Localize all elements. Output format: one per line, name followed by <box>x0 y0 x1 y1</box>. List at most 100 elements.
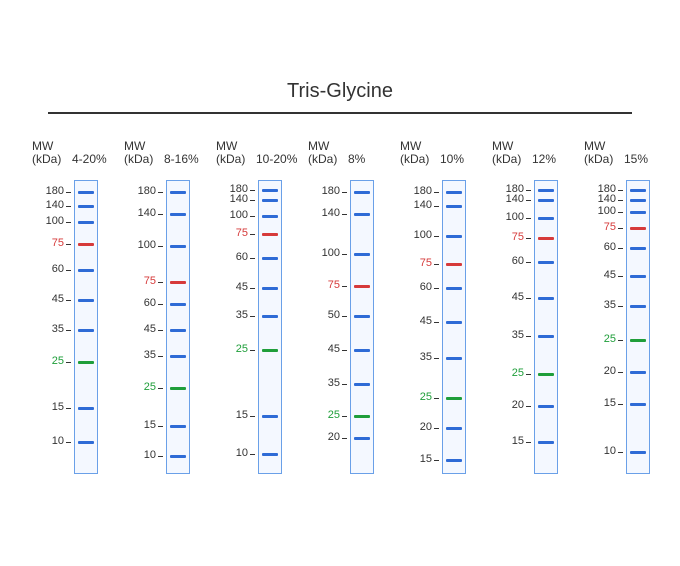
mw-tick <box>66 270 71 272</box>
mw-label: 100 <box>492 211 524 223</box>
mw-tick <box>342 214 347 216</box>
mw-tick <box>618 212 623 214</box>
protein-band <box>538 217 554 220</box>
mw-label: 60 <box>216 251 248 263</box>
protein-band <box>538 261 554 264</box>
mw-tick <box>158 388 163 390</box>
mw-label: 100 <box>584 205 616 217</box>
mw-tick <box>618 190 623 192</box>
mw-tick <box>250 258 255 260</box>
protein-band <box>354 253 370 256</box>
mw-label: 10 <box>584 445 616 457</box>
mw-label: 15 <box>584 397 616 409</box>
mw-tick <box>250 350 255 352</box>
mw-tick <box>434 236 439 238</box>
protein-band <box>262 233 278 236</box>
protein-band <box>446 427 462 430</box>
mw-tick <box>342 254 347 256</box>
mw-tick <box>526 298 531 300</box>
mw-label: 75 <box>124 275 156 287</box>
mw-tick <box>434 460 439 462</box>
protein-band <box>538 237 554 240</box>
protein-band <box>538 199 554 202</box>
mw-label: 15 <box>124 419 156 431</box>
mw-tick <box>526 262 531 264</box>
mw-label: 20 <box>308 431 340 443</box>
mw-tick <box>250 416 255 418</box>
mw-tick <box>526 190 531 192</box>
mw-label: 25 <box>400 391 432 403</box>
mw-label: 25 <box>124 381 156 393</box>
mw-label: 15 <box>492 435 524 447</box>
mw-tick <box>434 192 439 194</box>
protein-band <box>630 275 646 278</box>
protein-band <box>446 459 462 462</box>
protein-band <box>354 191 370 194</box>
mw-header: MW(kDa) <box>32 140 66 166</box>
lane-header: MW(kDa)12% <box>492 140 556 166</box>
mw-label: 100 <box>216 209 248 221</box>
protein-band <box>262 315 278 318</box>
protein-band <box>78 243 94 246</box>
percent-label: 12% <box>526 153 556 166</box>
mw-label: 45 <box>584 269 616 281</box>
mw-label: 35 <box>400 351 432 363</box>
mw-tick <box>158 356 163 358</box>
mw-label: 50 <box>308 309 340 321</box>
mw-label: 60 <box>124 297 156 309</box>
protein-band <box>446 205 462 208</box>
protein-band <box>354 415 370 418</box>
protein-band <box>538 335 554 338</box>
mw-header: MW(kDa) <box>584 140 618 166</box>
mw-tick <box>342 350 347 352</box>
protein-band <box>170 425 186 428</box>
mw-label: 10 <box>124 449 156 461</box>
title-rule <box>48 112 632 114</box>
protein-band <box>170 329 186 332</box>
protein-band <box>262 349 278 352</box>
mw-label: 25 <box>492 367 524 379</box>
protein-band <box>630 339 646 342</box>
mw-tick <box>342 438 347 440</box>
mw-tick <box>66 206 71 208</box>
mw-tick <box>618 200 623 202</box>
mw-tick <box>66 330 71 332</box>
percent-label: 15% <box>618 153 648 166</box>
protein-band <box>538 189 554 192</box>
mw-label: 180 <box>124 185 156 197</box>
mw-tick <box>158 214 163 216</box>
mw-tick <box>342 384 347 386</box>
lane-header: MW(kDa)15% <box>584 140 648 166</box>
mw-tick <box>618 452 623 454</box>
mw-tick <box>66 442 71 444</box>
mw-tick <box>618 248 623 250</box>
mw-tick <box>526 218 531 220</box>
mw-tick <box>158 246 163 248</box>
protein-band <box>262 189 278 192</box>
mw-tick <box>66 362 71 364</box>
mw-tick <box>158 426 163 428</box>
protein-band <box>78 205 94 208</box>
mw-label: 45 <box>216 281 248 293</box>
protein-band <box>354 383 370 386</box>
protein-band <box>446 235 462 238</box>
mw-tick <box>618 228 623 230</box>
protein-band <box>170 245 186 248</box>
protein-band <box>630 305 646 308</box>
lane-header: MW(kDa)8% <box>308 140 365 166</box>
mw-label: 140 <box>492 193 524 205</box>
lane-header: MW(kDa)4-20% <box>32 140 107 166</box>
mw-tick <box>158 282 163 284</box>
mw-tick <box>434 206 439 208</box>
gel-lane <box>442 180 466 474</box>
protein-band <box>446 191 462 194</box>
protein-band <box>170 303 186 306</box>
protein-band <box>354 315 370 318</box>
mw-tick <box>158 192 163 194</box>
mw-tick <box>250 190 255 192</box>
protein-band <box>630 451 646 454</box>
mw-tick <box>526 442 531 444</box>
mw-header: MW(kDa) <box>216 140 250 166</box>
mw-label: 75 <box>32 237 64 249</box>
mw-tick <box>250 216 255 218</box>
